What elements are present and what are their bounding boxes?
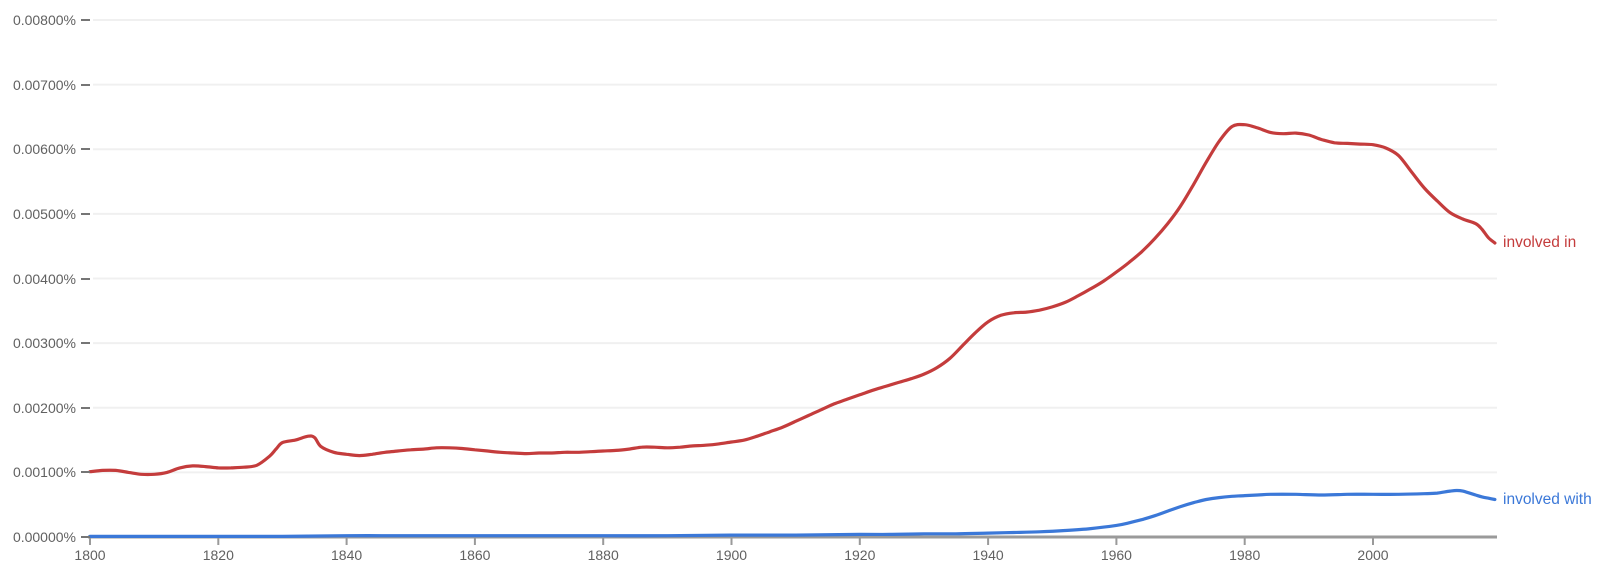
y-tick-label: 0.00100% bbox=[12, 464, 76, 481]
y-tick-dash bbox=[81, 536, 90, 538]
x-tick-label: 1960 bbox=[1100, 547, 1132, 563]
x-tick-label: 1820 bbox=[202, 547, 234, 563]
y-tick-label: 0.00200% bbox=[12, 399, 76, 416]
y-tick-dash bbox=[81, 277, 90, 280]
y-tick-label: 0.00700% bbox=[12, 76, 76, 93]
y-tick-label: 0.00400% bbox=[12, 270, 76, 287]
y-tick-label: 0.00000% bbox=[12, 529, 76, 545]
series-label-involved-with[interactable]: involved with bbox=[1503, 490, 1592, 508]
x-tick-label: 2000 bbox=[1357, 547, 1389, 563]
y-tick-dash bbox=[81, 19, 90, 21]
y-tick-dash bbox=[81, 148, 90, 151]
y-tick-label: 0.00800% bbox=[12, 12, 76, 28]
x-tick-label: 1920 bbox=[844, 547, 876, 563]
x-tick-label: 1860 bbox=[459, 547, 491, 563]
y-tick-dash bbox=[81, 212, 90, 215]
y-tick-label: 0.00500% bbox=[12, 205, 76, 222]
y-tick-dash bbox=[81, 83, 90, 86]
series-line-involved-with[interactable] bbox=[88, 488, 1497, 539]
y-tick-label: 0.00300% bbox=[12, 335, 76, 352]
y-tick-label: 0.00600% bbox=[12, 141, 76, 158]
x-tick-label: 1940 bbox=[972, 547, 1004, 563]
x-tick-label: 1980 bbox=[1229, 547, 1261, 563]
y-tick-dash bbox=[81, 406, 90, 409]
y-tick-dash bbox=[81, 471, 90, 474]
series-label-involved-in[interactable]: involved in bbox=[1503, 233, 1577, 251]
x-tick-label: 1840 bbox=[331, 547, 363, 563]
x-tick-label: 1800 bbox=[74, 547, 106, 563]
y-tick-dash bbox=[81, 342, 90, 345]
x-tick-label: 1900 bbox=[715, 547, 748, 563]
series-line-involved-in[interactable] bbox=[88, 122, 1497, 477]
x-tick-label: 1880 bbox=[587, 547, 619, 563]
